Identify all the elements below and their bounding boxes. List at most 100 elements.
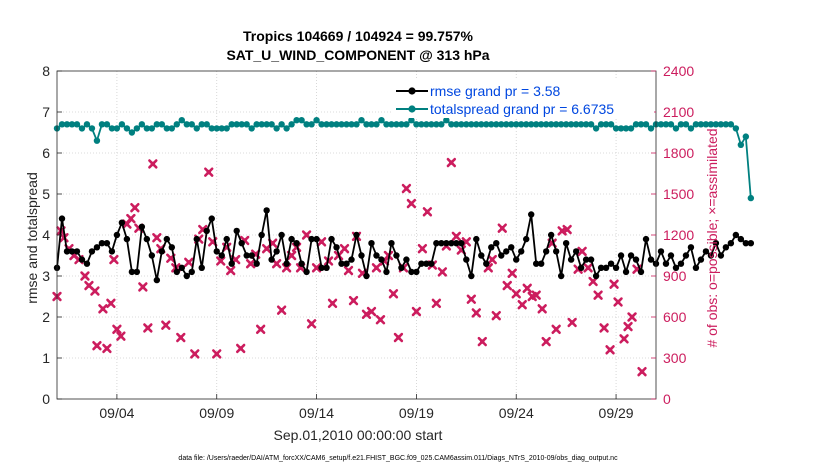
obs-assimilated-marker (286, 250, 297, 261)
obs-assimilated-marker (235, 343, 246, 354)
obs-assimilated-marker (477, 336, 487, 347)
totalspread-point (228, 121, 235, 128)
obs-assimilated-marker (143, 323, 153, 333)
rmse-point (253, 260, 260, 267)
rmse-point (572, 248, 580, 255)
rmse-point (188, 268, 195, 276)
rmse-point (632, 256, 640, 263)
rmse-point (567, 256, 575, 263)
rmse-point (148, 252, 156, 259)
obs-dot (132, 205, 138, 210)
totalspread-point (498, 121, 505, 128)
rmse-point (298, 260, 305, 267)
totalspread-point (727, 121, 735, 128)
obs-assimilated-marker (366, 306, 377, 317)
obs-dot (128, 216, 134, 221)
x-tick-label: 09/29 (599, 405, 634, 421)
totalspread-point (567, 121, 575, 128)
obs-assimilated-marker (583, 263, 593, 273)
totalspread-point (298, 117, 305, 124)
obs-dot (369, 309, 374, 314)
totalspread-point (393, 121, 400, 128)
obs-assimilated-marker (80, 271, 90, 281)
obs-dot (104, 346, 110, 351)
obs-dot (360, 271, 365, 276)
obs-dot (192, 351, 197, 357)
totalspread-point (537, 121, 545, 128)
rmse-point (88, 248, 96, 255)
totalspread-point (283, 125, 290, 132)
rmse-point (597, 264, 605, 271)
rmse-point (722, 244, 730, 251)
totalspread-point (547, 121, 555, 128)
obs-assimilated-marker (637, 366, 647, 377)
rmse-point (163, 235, 171, 243)
totalspread-point (128, 129, 136, 136)
totalspread-point (403, 121, 410, 128)
totalspread-point (672, 125, 680, 132)
data-file-footnote: data file: /Users/raeder/DAI/ATM_forcXX/… (178, 455, 618, 462)
obs-dot (319, 239, 324, 245)
obs-dot (434, 301, 439, 306)
obs-dot (86, 283, 92, 288)
totalspread-point (597, 121, 605, 128)
totalspread-point (747, 194, 755, 202)
obs-assimilated-marker (417, 243, 428, 254)
obs-assimilated-marker (152, 233, 162, 243)
obs-dot (469, 297, 474, 302)
totalspread-point (203, 121, 210, 128)
totalspread-point (253, 121, 260, 128)
rmse-point (677, 260, 685, 267)
obs-dot (314, 265, 319, 270)
obs-assimilated-marker (138, 282, 148, 292)
y-right-tick-label: 900 (663, 268, 687, 284)
obs-dot (553, 327, 559, 332)
totalspread-point (348, 121, 355, 128)
rmse-point (328, 235, 335, 243)
totalspread-point (463, 121, 470, 128)
y-right-tick-label: 2100 (663, 104, 694, 120)
obs-assimilated-marker (343, 265, 354, 276)
y-right-tick-label: 600 (663, 309, 687, 325)
rmse-point (398, 264, 405, 271)
obs-dot (279, 307, 284, 313)
totalspread-point (78, 125, 86, 132)
rmse-point (203, 227, 210, 235)
obs-assimilated-marker (531, 290, 541, 300)
totalspread-point (373, 121, 380, 128)
totalspread-point (263, 121, 270, 128)
totalspread-point (223, 125, 230, 132)
obs-dot (629, 314, 635, 320)
totalspread-point (458, 121, 465, 128)
rmse-point (622, 268, 630, 276)
obs-dot (590, 279, 596, 284)
totalspread-point (528, 121, 535, 128)
obs-assimilated-marker (161, 320, 171, 330)
totalspread-point (328, 121, 335, 128)
obs-assimilated-marker (446, 157, 457, 168)
obs-assimilated-marker (562, 224, 572, 235)
rmse-point (383, 268, 390, 276)
legend-rmse-marker (408, 87, 416, 95)
legend-box (392, 78, 654, 118)
totalspread-point (398, 121, 405, 128)
rmse-point (428, 260, 435, 267)
rmse-point (582, 256, 590, 263)
rmse-point (218, 252, 225, 259)
rmse-point (717, 252, 725, 259)
rmse-point (243, 252, 250, 259)
obs-assimilated-marker (301, 230, 312, 240)
rmse-point (118, 219, 126, 226)
rmse-point (528, 211, 535, 218)
totalspread-point (637, 121, 645, 128)
totalspread-point (428, 121, 435, 128)
obs-dot (564, 227, 570, 232)
totalspread-point (188, 121, 195, 128)
rmse-point (228, 260, 235, 267)
totalspread-point (533, 121, 540, 128)
obs-dot (214, 351, 219, 357)
totalspread-point (58, 121, 66, 128)
obs-dot (464, 239, 469, 245)
obs-dot (330, 301, 335, 306)
